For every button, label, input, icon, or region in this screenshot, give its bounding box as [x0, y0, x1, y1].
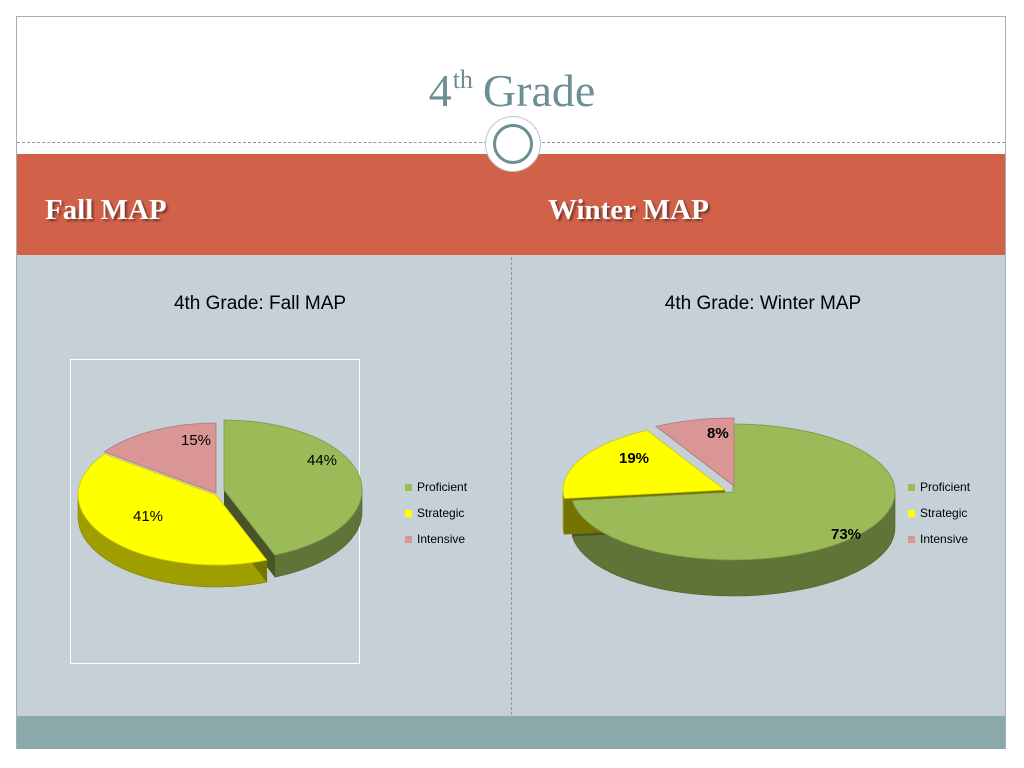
intensive-swatch: [405, 535, 412, 543]
proficient-swatch: [908, 483, 915, 491]
winter-chart-title: 4th Grade: Winter MAP: [664, 293, 862, 314]
legend-item: Intensive: [405, 526, 467, 552]
legend-item: Proficient: [908, 474, 970, 500]
legend-item: Strategic: [405, 500, 467, 526]
slide-title-suffix: th: [452, 65, 473, 94]
fall-chart-title: 4th Grade: Fall MAP: [173, 293, 347, 314]
pie-slice-proficient: [223, 419, 363, 556]
data-label-strategic: 41%: [133, 508, 163, 525]
column-divider: [511, 257, 512, 715]
winter-legend: Proficient Strategic Intensive: [908, 474, 970, 552]
data-label-intensive: 8%: [707, 425, 729, 442]
data-label-proficient: 73%: [831, 526, 861, 543]
data-label-strategic: 19%: [619, 450, 649, 467]
intensive-swatch: [908, 535, 915, 543]
legend-item: Strategic: [908, 500, 970, 526]
legend-label: Strategic: [417, 506, 465, 520]
pie-slice-proficient: [571, 423, 896, 561]
ornament-ring: [486, 117, 540, 171]
slide-title-text: Grade: [482, 65, 596, 116]
pie-slice-strategic: [562, 429, 727, 499]
fall-map-heading: Fall MAP: [45, 194, 167, 226]
slide-title: 4th Grade: [0, 52, 1024, 119]
pie-slice-intensive: [103, 422, 217, 494]
legend-label: Proficient: [920, 480, 971, 494]
title-divider-left: [17, 142, 487, 143]
strategic-swatch: [405, 509, 412, 517]
legend-item: Proficient: [405, 474, 467, 500]
title-divider-right: [537, 142, 1005, 143]
ornament-ring-inner: [493, 124, 533, 164]
footer-band: [17, 716, 1005, 749]
fall-legend: Proficient Strategic Intensive: [405, 474, 467, 552]
proficient-swatch: [405, 483, 412, 491]
legend-label: Strategic: [920, 506, 968, 520]
data-label-intensive: 15%: [181, 432, 211, 449]
winter-map-heading: Winter MAP: [548, 194, 709, 226]
legend-item: Intensive: [908, 526, 970, 552]
legend-label: Proficient: [417, 480, 468, 494]
pie-slice-intensive: [655, 417, 735, 487]
legend-label: Intensive: [417, 532, 466, 546]
pie-slice-strategic: [77, 453, 268, 566]
data-label-proficient: 44%: [307, 452, 337, 469]
legend-label: Intensive: [920, 532, 969, 546]
slide-title-number: 4: [428, 65, 452, 116]
strategic-swatch: [908, 509, 915, 517]
